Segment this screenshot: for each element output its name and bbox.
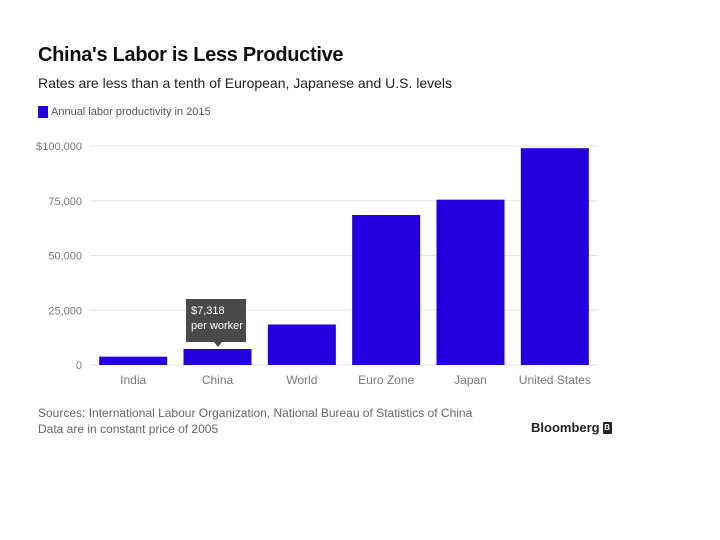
bar (99, 356, 168, 365)
x-tick-label: Euro Zone (358, 373, 414, 387)
source-line: Sources: International Labour Organizati… (38, 406, 473, 420)
chart-title: China's Labor is Less Productive (38, 44, 344, 66)
legend-swatch (38, 106, 48, 118)
source-note: Sources: International Labour Organizati… (38, 405, 472, 437)
annotation-arrow (214, 342, 222, 347)
bloomberg-logo: Bloomberg B (531, 420, 612, 435)
bar (352, 214, 421, 365)
y-tick-label: 0 (76, 360, 82, 372)
brand-icon: B (602, 421, 612, 434)
chart-subtitle: Rates are less than a tenth of European,… (38, 75, 453, 91)
x-tick-label: China (202, 373, 234, 387)
annotation-value: $7,318 (191, 305, 225, 317)
x-tick-label: United States (519, 373, 591, 387)
x-tick-label: India (120, 373, 146, 387)
x-tick-label: World (286, 373, 317, 387)
legend-label: Annual labor productivity in 2015 (51, 106, 211, 118)
y-tick-label: $100,000 (36, 141, 82, 153)
y-tick-label: 25,000 (48, 305, 82, 317)
data-note-line: Data are in constant price of 2005 (38, 422, 219, 436)
bar (520, 148, 589, 365)
annotation-unit: per worker (191, 320, 243, 332)
y-tick-label: 50,000 (48, 251, 82, 263)
y-tick-label: 75,000 (48, 196, 82, 208)
legend: Annual labor productivity in 2015 (38, 104, 211, 120)
china-annotation-tooltip: $7,318 per worker (186, 299, 246, 347)
bar (183, 348, 252, 365)
brand-name: Bloomberg (531, 420, 600, 435)
bar (267, 324, 336, 365)
x-tick-label: Japan (454, 373, 487, 387)
bar (436, 199, 505, 365)
